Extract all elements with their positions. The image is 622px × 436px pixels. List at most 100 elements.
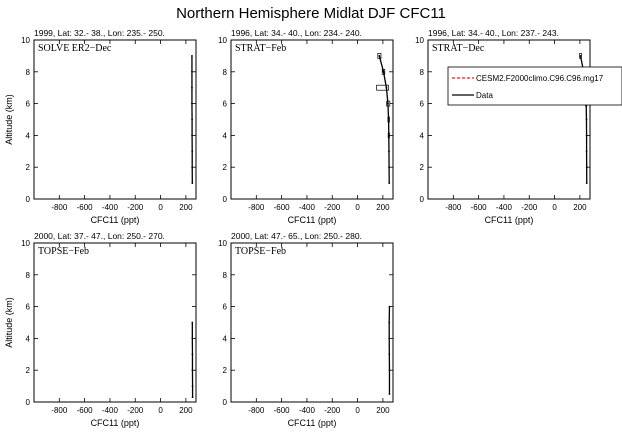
y-tick-label: 2 (223, 366, 228, 375)
data-point (388, 166, 390, 169)
panel-header: 1996, Lat: 34.- 40., Lon: 237.- 243. (428, 28, 559, 38)
legend-box (447, 66, 622, 106)
y-tick-label: 8 (223, 271, 228, 280)
y-tick-label: 0 (26, 195, 31, 204)
data-point (191, 55, 193, 57)
x-tick-label: 200 (179, 203, 193, 212)
panel-header: 2000, Lat: 37.- 47., Lon: 250.- 270. (34, 231, 165, 241)
legend-label: CESM2.F2000climo.C96.C96.mg17 (476, 74, 604, 83)
plot-frame (427, 39, 591, 200)
data-point (191, 321, 194, 324)
panel-label: SOLVE ER2−Dec (38, 43, 112, 54)
x-tick-label: 0 (355, 203, 360, 212)
y-tick-label: 6 (223, 303, 228, 312)
x-tick-label: -200 (324, 203, 341, 212)
x-tick-label: -200 (127, 406, 144, 415)
x-axis-label: CFC11 (ppt) (91, 215, 140, 225)
y-tick-label: 2 (420, 163, 425, 172)
x-tick-label: -600 (274, 203, 291, 212)
y-tick-label: 6 (26, 303, 31, 312)
data-point (388, 150, 390, 153)
x-axis-label: CFC11 (ppt) (91, 418, 140, 428)
x-tick-label: 200 (376, 203, 390, 212)
x-tick-label: 0 (158, 203, 163, 212)
y-tick-label: 0 (223, 398, 228, 407)
y-tick-label: 10 (415, 36, 424, 45)
legend-label: Data (476, 91, 493, 100)
data-point (191, 70, 193, 73)
data-point (191, 385, 194, 387)
data-point (191, 150, 194, 153)
data-point (191, 353, 194, 356)
x-tick-label: -200 (324, 406, 341, 415)
data-point (385, 86, 388, 89)
y-axis-label: Altitude (km) (4, 297, 14, 348)
x-tick-label: 0 (158, 406, 163, 415)
x-axis-label: CFC11 (ppt) (485, 215, 534, 225)
y-tick-label: 4 (26, 334, 31, 343)
data-point (382, 70, 385, 73)
plot-frame (33, 242, 197, 403)
data-point (191, 396, 194, 399)
data-point (585, 150, 588, 153)
x-axis-label: CFC11 (ppt) (288, 418, 337, 428)
chart-panel-1: 1999, Lat: 32.- 38., Lon: 235.- 250. -800… (4, 28, 197, 225)
x-tick-label: -800 (51, 406, 68, 415)
data-point (585, 166, 588, 169)
chart-panel-5: 2000, Lat: 47.- 65., Lon: 250.- 280. -800… (218, 231, 394, 428)
panel-label: STRAT−Feb (235, 43, 286, 54)
y-tick-label: 0 (223, 195, 228, 204)
data-point (387, 118, 390, 121)
y-tick-label: 10 (21, 239, 30, 248)
y-tick-label: 2 (26, 163, 31, 172)
plot-frame (230, 242, 394, 403)
chart-panel-4: 2000, Lat: 37.- 47., Lon: 250.- 270. -800… (4, 231, 197, 428)
y-tick-label: 8 (420, 68, 425, 77)
x-tick-label: 200 (179, 406, 193, 415)
y-tick-label: 2 (26, 366, 31, 375)
data-point (191, 166, 194, 169)
plot-frame (33, 39, 197, 200)
x-tick-label: -200 (521, 203, 538, 212)
y-tick-label: 10 (218, 36, 227, 45)
data-point (388, 305, 391, 308)
y-tick-label: 6 (223, 100, 228, 109)
panel-header: 2000, Lat: 47.- 65., Lon: 250.- 280. (231, 231, 362, 241)
data-point (191, 337, 194, 340)
y-tick-label: 0 (26, 398, 31, 407)
data-point (388, 321, 391, 324)
x-tick-label: -600 (471, 203, 488, 212)
x-tick-label: -600 (77, 203, 94, 212)
data-point (191, 182, 194, 185)
y-tick-label: 10 (21, 36, 30, 45)
x-tick-label: -400 (299, 406, 316, 415)
y-tick-label: 10 (218, 239, 227, 248)
data-point (191, 86, 193, 89)
x-tick-label: -800 (51, 203, 68, 212)
data-point (388, 369, 391, 372)
x-tick-label: -800 (445, 203, 462, 212)
data-point (579, 55, 582, 57)
x-tick-label: -400 (299, 203, 316, 212)
panel-label: TOPSE−Feb (38, 246, 89, 257)
x-tick-label: -400 (102, 203, 119, 212)
data-point (388, 182, 391, 185)
y-tick-label: 2 (223, 163, 228, 172)
y-tick-label: 6 (420, 100, 425, 109)
data-point (191, 134, 193, 137)
x-axis-label: CFC11 (ppt) (288, 215, 337, 225)
data-point (387, 102, 389, 105)
data-point (191, 102, 193, 105)
data-point (191, 369, 194, 372)
panel-label: STRAT−Dec (432, 43, 485, 54)
y-tick-label: 8 (223, 68, 228, 77)
data-point (388, 353, 391, 356)
error-box (376, 84, 389, 91)
data-point (585, 118, 588, 121)
chart-panels: 1999, Lat: 32.- 38., Lon: 235.- 250. -800… (4, 28, 622, 428)
data-point (388, 337, 391, 340)
panel-header: 1999, Lat: 32.- 38., Lon: 235.- 250. (34, 28, 165, 38)
x-tick-label: -600 (274, 406, 291, 415)
data-point (191, 118, 193, 121)
y-tick-label: 6 (26, 100, 31, 109)
